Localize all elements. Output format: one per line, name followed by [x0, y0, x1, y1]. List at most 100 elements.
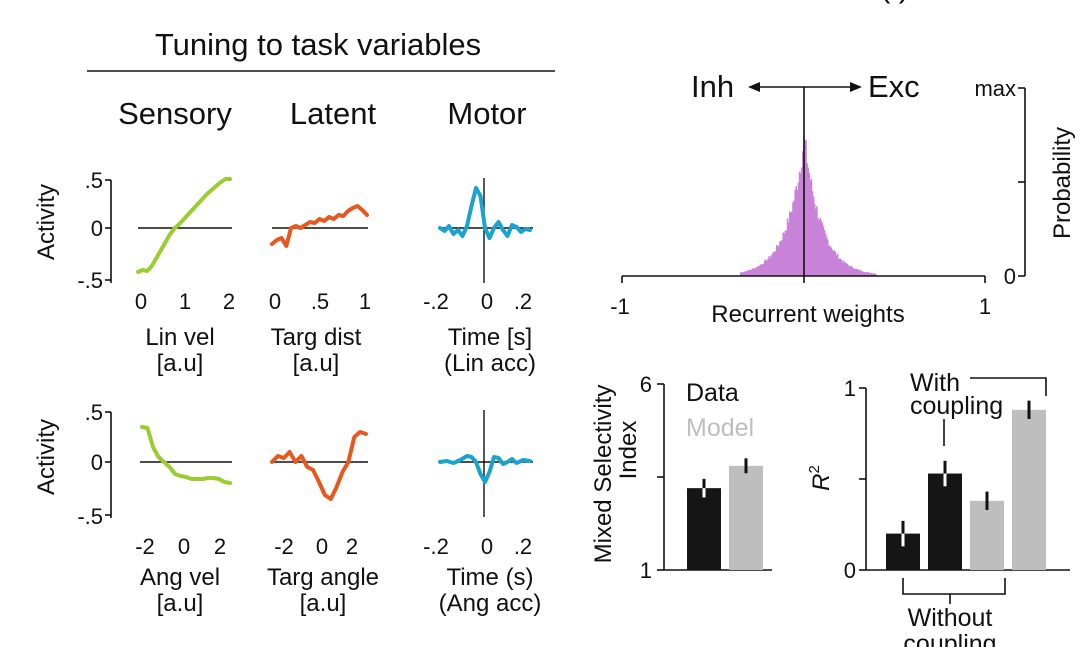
panel-time-ang-labels: -.2 0 .2 Time (s) (Ang acc) [423, 534, 541, 617]
lin-vel-xtick-0: 0 [135, 289, 147, 314]
r2-ytick-0: 0 [844, 558, 856, 583]
hist-ytick-max: max [974, 76, 1016, 101]
hist-bar [861, 271, 864, 276]
hist-bar [831, 249, 833, 276]
targ-dist-xlabel-1: Targ dist [271, 324, 362, 351]
hist-ytick-zero: 0 [1004, 264, 1016, 289]
hist-bar [816, 206, 818, 276]
hist-bar [868, 272, 870, 276]
r2-ylabel-r: R [808, 474, 835, 491]
hist-bar [819, 217, 821, 276]
time-lin-xlabel-2: (Lin acc) [444, 350, 536, 377]
hist-bar [770, 255, 772, 276]
hist-bar [854, 269, 856, 276]
msi-legend-data: Data [686, 379, 739, 407]
hist-bar [755, 267, 757, 276]
r2-ytick-1: 1 [844, 376, 856, 401]
hist-bar [797, 182, 800, 276]
hist-bar [837, 258, 840, 276]
msi-bars [687, 458, 763, 570]
hist-bar [773, 252, 776, 276]
msi-bar [687, 488, 721, 570]
hist-bar [782, 232, 784, 276]
hist-bar [811, 191, 814, 276]
hist-bar [832, 250, 835, 276]
hist-bar [754, 268, 756, 276]
hist-bar [808, 173, 811, 276]
hist-bar [775, 244, 778, 276]
panel-targ-angle-labels: -2 0 2 Targ angle [a.u] [267, 534, 379, 617]
hist-bar [767, 259, 769, 276]
hist-bar [804, 139, 806, 276]
figure-title: Tuning to task variables [155, 27, 481, 62]
hist-bar [756, 267, 758, 276]
hist-inh-label: Inh [691, 69, 734, 104]
time-ang-xtick-1: 0 [481, 534, 493, 559]
hist-bar [765, 259, 767, 276]
targ-angle-xtick-1: 0 [316, 534, 328, 559]
hist-bar [859, 270, 862, 276]
hist-bar [791, 211, 793, 276]
hist-bar [772, 251, 775, 276]
hist-bar [793, 200, 795, 276]
hist-bar [809, 180, 812, 276]
hist-bar [849, 265, 852, 276]
hist-bar [771, 253, 774, 276]
row2-y-axis: Activity .5 0 -.5 [33, 400, 112, 529]
hist-bar [787, 222, 790, 276]
time-lin-xlabel-1: Time [s] [448, 324, 532, 351]
hist-bar [833, 250, 836, 276]
hist-bar [761, 264, 764, 276]
hist-bar [783, 233, 786, 276]
row1-ytick-mid: 0 [91, 216, 103, 241]
r2-without-label-1: Without [908, 604, 993, 632]
hist-bar [848, 266, 851, 276]
hist-bar [798, 171, 801, 276]
time-ang-xlabel-2: (Ang acc) [439, 590, 542, 617]
time-ang-xtick-0: -.2 [423, 534, 449, 559]
row2-activity-label: Activity [33, 419, 60, 495]
time-ang-xlabel-1: Time (s) [446, 564, 533, 591]
hist-bar [758, 266, 760, 276]
hist-bar [867, 272, 869, 276]
hist-bar [872, 273, 875, 276]
row1-ytick-top: .5 [85, 168, 103, 193]
panel-targ-dist-labels: 0 .5 1 Targ dist [a.u] [269, 289, 371, 377]
hist-bar [745, 271, 747, 276]
hist-bar [796, 189, 799, 276]
hist-bar [873, 273, 876, 276]
hist-bar [790, 212, 792, 276]
hist-bar [835, 255, 838, 276]
hist-xlabel: Recurrent weights [711, 301, 904, 328]
lin-vel-tuning-curve [136, 177, 232, 274]
row2-ytick-bottom: -.5 [77, 504, 103, 529]
hist-bar [779, 241, 781, 276]
hist-bar [869, 273, 872, 276]
hist-bar [763, 260, 766, 276]
hist-bar [843, 260, 845, 276]
hist-bar [841, 260, 843, 276]
hist-bar [830, 247, 832, 276]
hist-bar [799, 173, 802, 276]
hist-bar [746, 271, 748, 276]
time-ang-tuning-curve [438, 454, 532, 484]
hist-bar [751, 268, 754, 276]
lin-vel-xtick-2: 2 [223, 289, 235, 314]
hist-bar [805, 140, 807, 276]
hist-bar [860, 270, 863, 276]
hist-bar [802, 151, 804, 276]
hist-bar [748, 269, 751, 276]
hist-bar [834, 251, 837, 276]
hist-bar [807, 167, 809, 276]
r2-bar [1012, 409, 1046, 570]
r2-panel: R2 1 0 With coupling Without coupling [806, 369, 1070, 647]
hist-bar [806, 163, 808, 276]
hist-bar [855, 268, 857, 276]
hist-bar [856, 269, 858, 276]
hist-bar [753, 268, 755, 276]
hist-bar [792, 202, 794, 276]
hist-bar [851, 266, 853, 276]
hist-bar [864, 272, 866, 276]
hist-arrow-left-head [748, 82, 760, 92]
hist-bar [844, 263, 847, 276]
